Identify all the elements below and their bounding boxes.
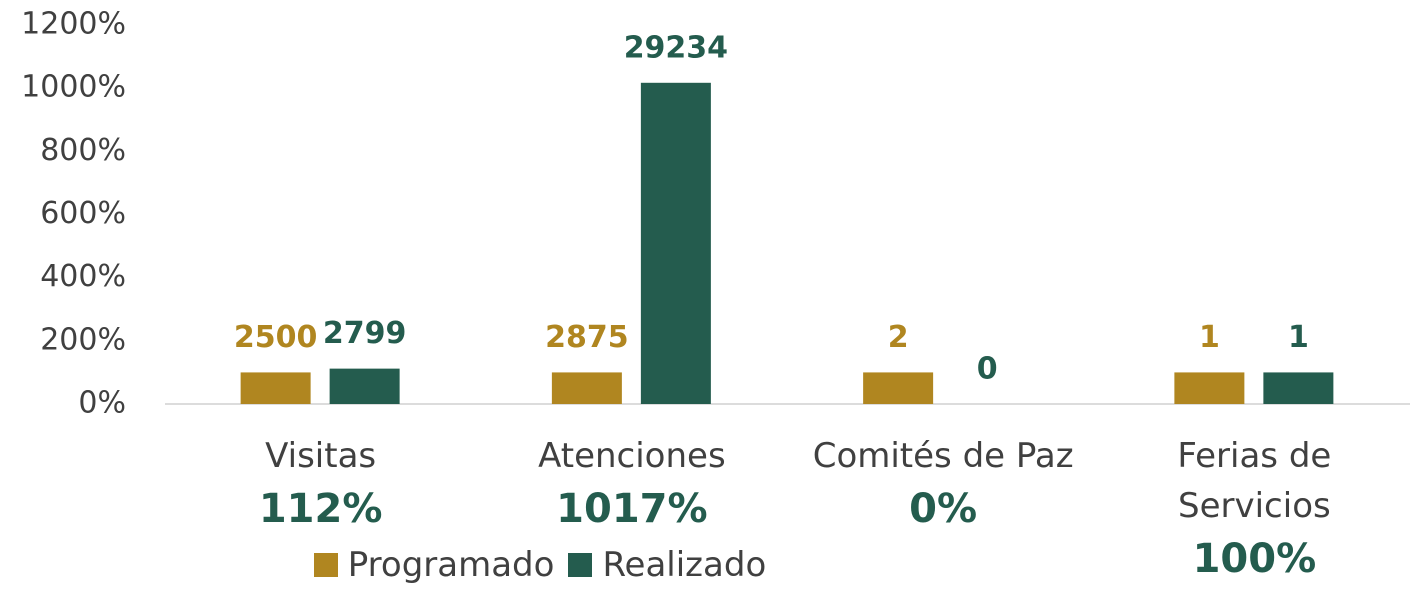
legend-item: Realizado <box>568 545 766 585</box>
data-label: 2799 <box>323 316 407 351</box>
x-tick-label: Comités de Paz <box>812 436 1074 476</box>
category-block: Visitas 112% <box>181 431 461 537</box>
legend-label: Realizado <box>602 545 767 585</box>
bar <box>551 372 622 404</box>
legend-swatch <box>568 553 593 577</box>
y-tick-label: 1000% <box>21 70 126 105</box>
bar <box>863 372 934 404</box>
y-tick-label: 0% <box>78 386 126 421</box>
x-tick-label: Visitas <box>265 436 377 476</box>
x-tick-label: Ferias de Servicios <box>1177 436 1332 526</box>
category-annotation: 100% <box>1192 536 1317 582</box>
category-annotation: 1017% <box>556 486 708 532</box>
bar <box>1174 372 1245 404</box>
legend-swatch <box>313 553 338 577</box>
data-label: 2500 <box>234 320 318 355</box>
data-label: 0 <box>977 352 998 387</box>
data-label: 29234 <box>624 30 728 65</box>
category-annotation: 112% <box>258 486 383 532</box>
y-tick-label: 800% <box>40 133 126 168</box>
bar <box>640 82 711 405</box>
x-tick-label: Atenciones <box>538 436 726 476</box>
legend-label: Programado <box>347 545 555 585</box>
legend-item: Programado <box>313 545 555 585</box>
data-label: 1 <box>1199 320 1220 355</box>
y-tick-label: 400% <box>40 259 126 294</box>
data-label: 2 <box>888 320 909 355</box>
y-tick-label: 600% <box>40 196 126 231</box>
category-block: Ferias de Servicios 100% <box>1114 431 1394 587</box>
category-annotation: 0% <box>909 486 978 532</box>
bar <box>1263 372 1334 404</box>
y-tick-label: 1200% <box>21 7 126 42</box>
category-block: Atenciones 1017% <box>492 431 772 537</box>
data-label: 2875 <box>545 320 629 355</box>
legend: Programado Realizado <box>0 545 1080 585</box>
data-label: 1 <box>1288 320 1309 355</box>
category-block: Comités de Paz 0% <box>803 431 1083 537</box>
bar <box>240 372 311 404</box>
y-tick-label: 200% <box>40 322 126 357</box>
bar <box>329 368 400 404</box>
